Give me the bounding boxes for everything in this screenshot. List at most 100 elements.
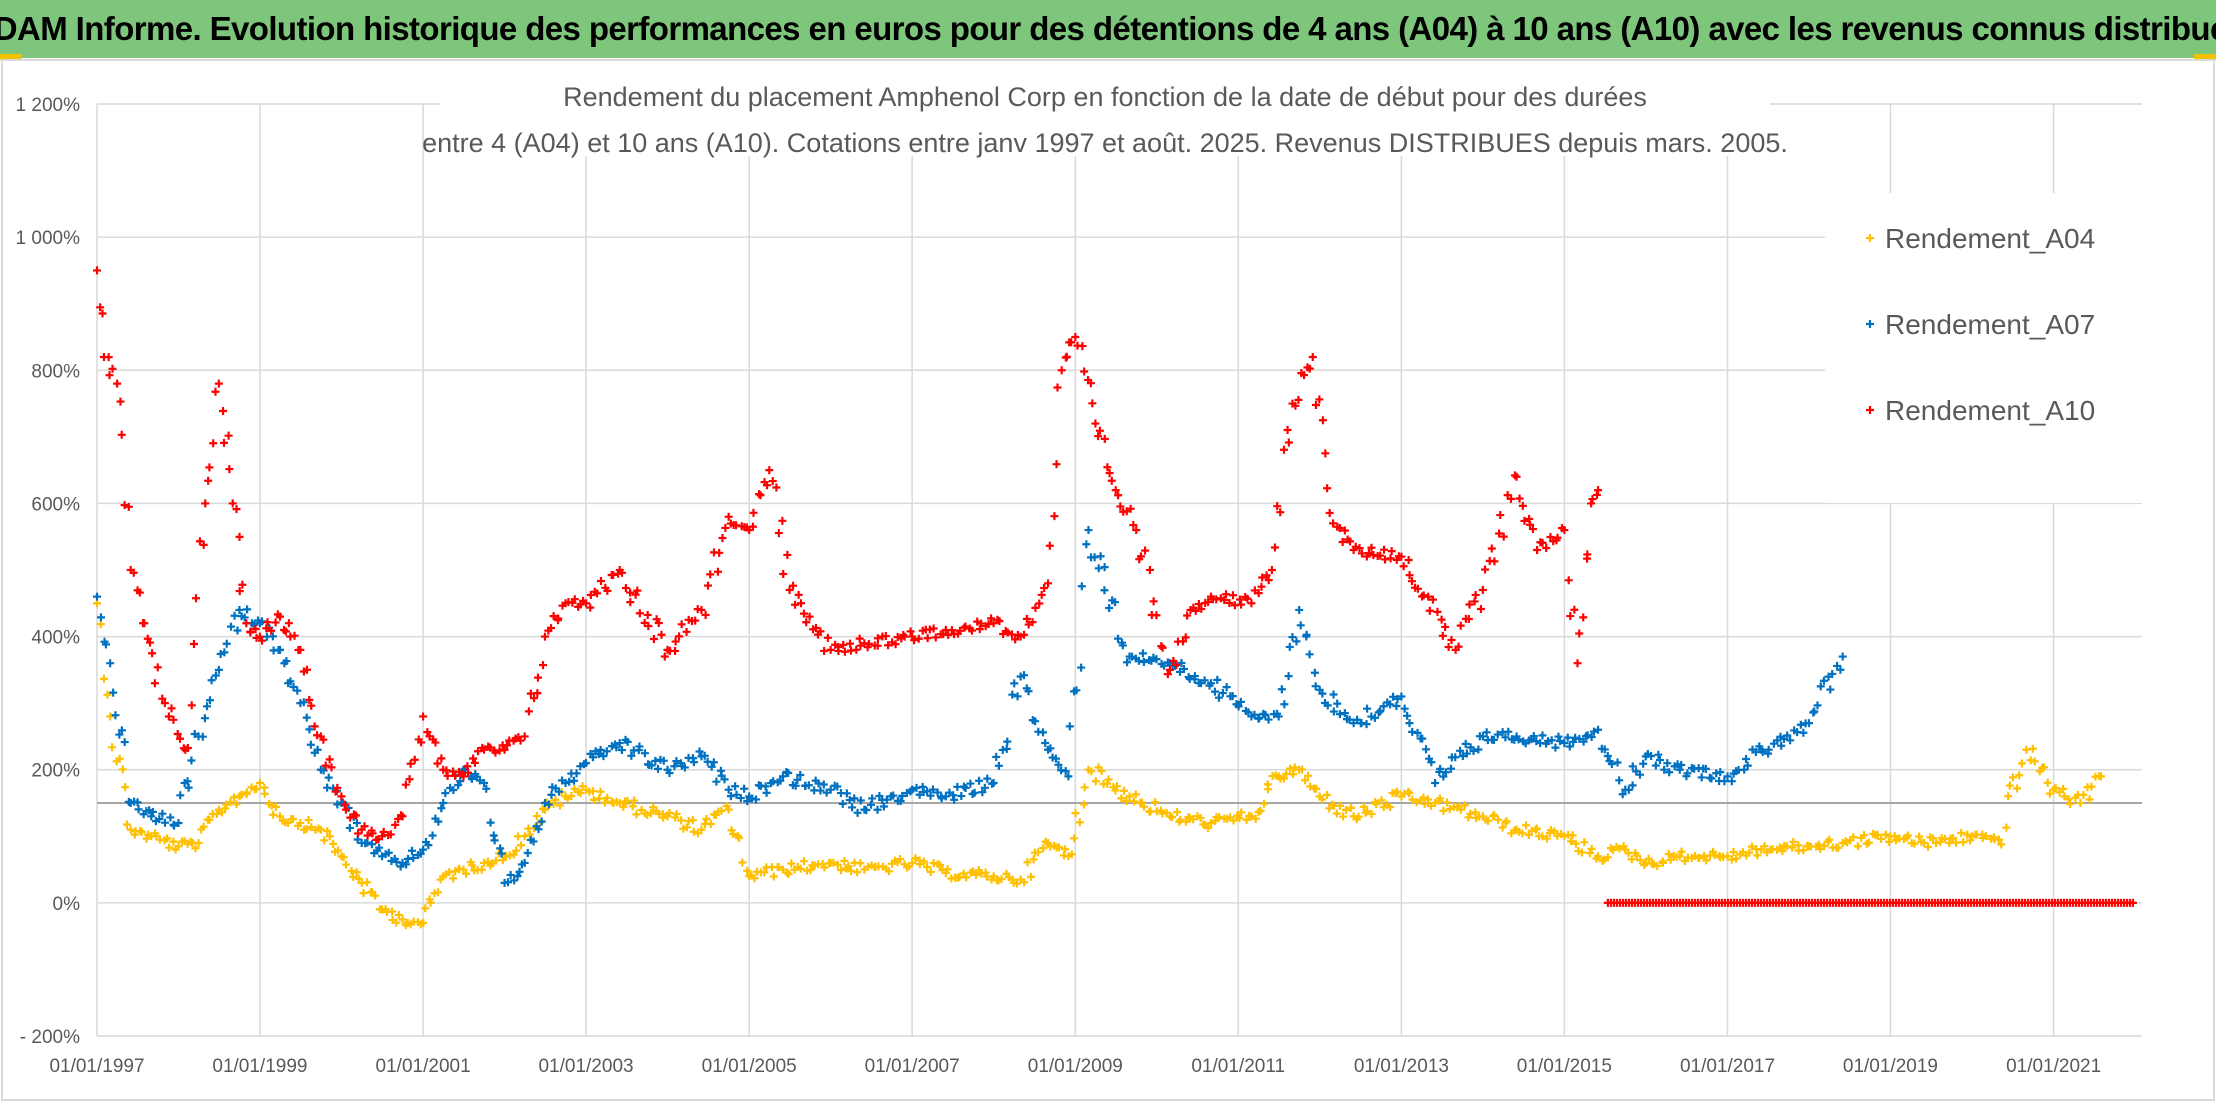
data-point xyxy=(1493,730,1502,739)
legend: Rendement_A04 Rendement_A07 Rendement_A10 xyxy=(1825,193,2145,503)
data-point xyxy=(966,779,975,788)
data-point xyxy=(220,648,229,657)
data-point xyxy=(992,752,1001,761)
data-point xyxy=(391,820,400,829)
data-point xyxy=(451,771,460,780)
data-point xyxy=(263,618,272,627)
data-point xyxy=(1814,840,1823,849)
data-point xyxy=(1716,768,1725,777)
data-point xyxy=(341,805,350,814)
data-point xyxy=(1277,685,1286,694)
data-point xyxy=(833,782,842,791)
data-point xyxy=(1340,709,1349,718)
data-point xyxy=(232,800,241,809)
data-point xyxy=(352,818,361,827)
data-point xyxy=(602,747,611,756)
data-point xyxy=(603,793,612,802)
data-point xyxy=(1760,842,1769,851)
data-point xyxy=(651,756,660,765)
data-point xyxy=(838,799,847,808)
data-point xyxy=(1816,682,1825,691)
data-point xyxy=(1495,529,1504,538)
data-point xyxy=(589,795,598,804)
data-point xyxy=(96,303,105,312)
data-point xyxy=(1175,667,1184,676)
data-point xyxy=(791,781,800,790)
data-point xyxy=(975,776,984,785)
data-point xyxy=(137,827,146,836)
data-point xyxy=(657,630,666,639)
data-point xyxy=(920,857,929,866)
data-point xyxy=(1312,784,1321,793)
data-point xyxy=(1464,614,1473,623)
data-point xyxy=(1304,771,1313,780)
data-point xyxy=(324,773,333,782)
x-tick-label: 01/01/2013 xyxy=(1354,1056,1449,1077)
data-point xyxy=(534,825,543,834)
data-point xyxy=(122,820,131,829)
data-point xyxy=(120,738,129,747)
data-point xyxy=(1653,861,1662,870)
data-point xyxy=(302,665,311,674)
data-point xyxy=(1877,834,1886,843)
data-point xyxy=(816,786,825,795)
data-point xyxy=(2066,800,2075,809)
data-point xyxy=(1575,734,1584,743)
data-point xyxy=(1100,563,1109,572)
data-point xyxy=(1255,713,1264,722)
data-point xyxy=(1126,504,1135,513)
data-point xyxy=(1454,642,1463,651)
data-point xyxy=(1702,856,1711,865)
data-point xyxy=(796,864,805,873)
data-point xyxy=(540,632,549,641)
data-point xyxy=(1407,577,1416,586)
data-point xyxy=(250,620,259,629)
data-point xyxy=(1565,742,1574,751)
data-point xyxy=(153,663,162,672)
data-point xyxy=(150,679,159,688)
data-point xyxy=(1165,665,1174,674)
data-point xyxy=(226,798,235,807)
data-point xyxy=(1118,641,1127,650)
data-point xyxy=(1039,844,1048,853)
data-point xyxy=(713,567,722,576)
data-point xyxy=(978,788,987,797)
data-point xyxy=(1114,634,1123,643)
data-point xyxy=(1094,432,1103,441)
data-point xyxy=(595,794,604,803)
data-point xyxy=(1405,719,1414,728)
data-point xyxy=(1727,777,1736,786)
data-point xyxy=(805,612,814,621)
data-point xyxy=(1003,737,1012,746)
data-point xyxy=(1264,576,1273,585)
data-point xyxy=(147,812,156,821)
data-point xyxy=(2051,784,2060,793)
data-point xyxy=(1236,697,1245,706)
data-point xyxy=(304,816,313,825)
data-point xyxy=(1067,850,1076,859)
data-point xyxy=(117,430,126,439)
y-tick-label: 1 200% xyxy=(16,95,81,116)
data-point xyxy=(352,868,361,877)
data-point xyxy=(1828,669,1837,678)
data-point xyxy=(556,801,565,810)
data-point xyxy=(554,614,563,623)
data-point xyxy=(1659,858,1668,867)
data-point xyxy=(1490,557,1499,566)
data-point xyxy=(1425,606,1434,615)
data-point xyxy=(989,872,998,881)
data-point xyxy=(219,407,228,416)
data-point xyxy=(1286,764,1295,773)
data-point xyxy=(1655,756,1664,765)
data-point xyxy=(320,836,329,845)
data-point xyxy=(706,819,715,828)
data-point xyxy=(1340,526,1349,535)
data-point xyxy=(961,783,970,792)
data-point xyxy=(135,588,144,597)
data-point xyxy=(1172,661,1181,670)
data-point xyxy=(1151,798,1160,807)
data-point xyxy=(826,785,835,794)
data-point xyxy=(1627,855,1636,864)
data-point xyxy=(923,863,932,872)
data-point xyxy=(772,483,781,492)
